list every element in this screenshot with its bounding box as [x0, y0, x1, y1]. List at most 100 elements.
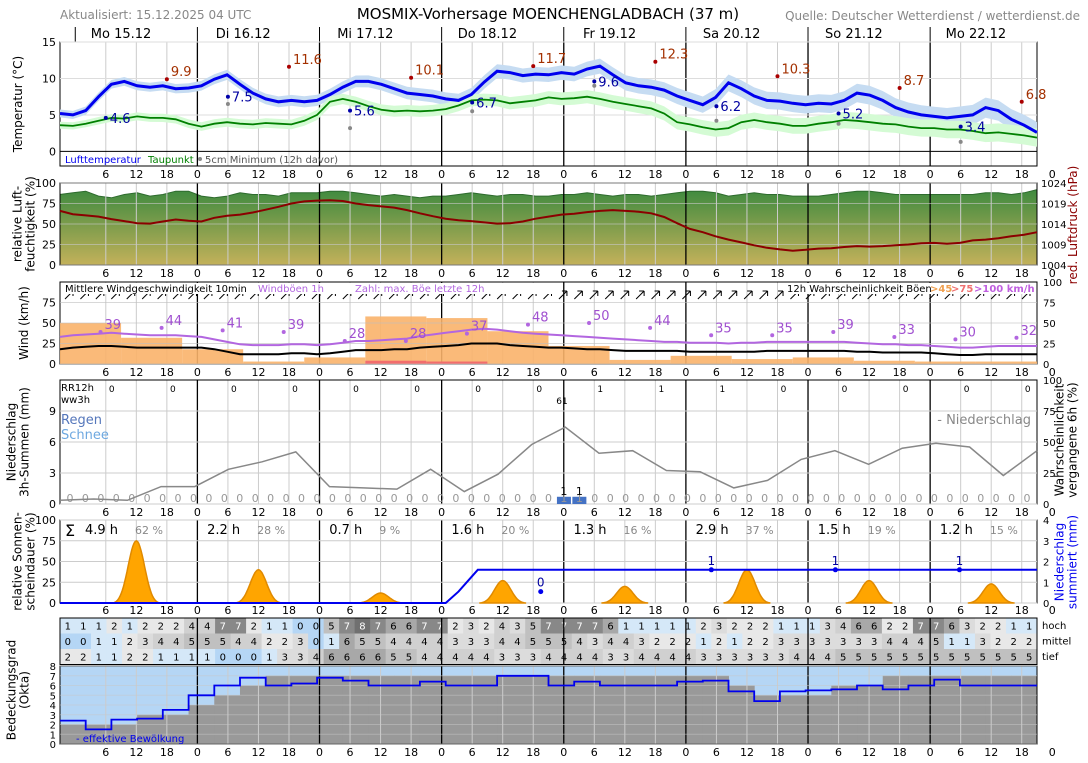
hour-tick-label: 0: [194, 168, 201, 181]
cloud-cell: [478, 618, 495, 634]
daily-sunshine-hours: 2.9 h: [696, 523, 729, 538]
hour-tick-label: 18: [648, 506, 662, 519]
precip-3h-value: 0: [437, 492, 444, 505]
temperature-line: [59, 64, 1038, 134]
hour-tick-label: 12: [740, 746, 754, 759]
ground-min-marker: [225, 102, 230, 106]
hour-tick-label: 12: [496, 746, 510, 759]
hour-tick-label: 12: [496, 604, 510, 617]
rr12h-value: 0: [903, 385, 909, 395]
cloud-cell-value: 4: [576, 653, 582, 664]
cloud-cell: [339, 649, 356, 665]
hour-tick-label: 0: [805, 746, 812, 759]
cloud-cell-value: 4: [173, 637, 179, 648]
hour-tick-label: 18: [526, 506, 540, 519]
hour-tick-label: 0: [682, 267, 689, 280]
cloud-cell-value: 4: [235, 637, 241, 648]
hour-tick-label: 18: [404, 366, 418, 379]
hour-tick-label: 6: [102, 366, 109, 379]
hour-tick-label: 6: [224, 746, 231, 759]
cloud-cell-value: 3: [809, 637, 815, 648]
cloud-cell: [385, 633, 402, 649]
cloud-cell: [323, 633, 340, 649]
cloud-cell: [354, 649, 371, 665]
cloud-cell-value: 5: [406, 653, 412, 664]
sunshine-area: [357, 592, 405, 604]
precip-3h-value: 0: [144, 492, 151, 505]
legend-mean-wind: Mittlere Windgeschwindigkeit 10min: [65, 284, 247, 295]
hour-tick-label: 18: [282, 267, 296, 280]
cloud-cell-value: 3: [778, 653, 784, 664]
wind-direction-arrow: [574, 290, 583, 300]
cloud-cell: [370, 649, 387, 665]
precip-3h-value: 0: [900, 492, 907, 505]
cloud-cell-value: 2: [452, 622, 458, 633]
cloud-cell-value: 0: [80, 637, 86, 648]
cloud-cell: [897, 618, 914, 634]
cloud-cell: [168, 649, 185, 665]
hour-tick-label: 0: [1049, 168, 1056, 181]
hour-tick-label: 6: [102, 168, 109, 181]
cloud-cell-value: 1: [793, 622, 799, 633]
cloud-cell: [540, 618, 557, 634]
cloud-cell: [928, 618, 945, 634]
sigma-symbol: Σ: [65, 521, 75, 540]
cloud-cell-value: 3: [716, 622, 722, 633]
precip-sum-marker: [538, 589, 544, 595]
cloud-cell: [509, 633, 526, 649]
cloud-cell-value: 4: [158, 637, 164, 648]
cloud-cell: [788, 633, 805, 649]
precip-3h-value: 0: [591, 492, 598, 505]
humidity-tick-label: 100: [35, 177, 56, 190]
gust-max-label: 37: [471, 320, 488, 335]
sun-tick-label: 0: [49, 597, 56, 610]
precip-3h-value: 0: [838, 492, 845, 505]
svg-text:relative Sonnen-: relative Sonnen-: [11, 512, 25, 611]
cloud-cell: [91, 649, 108, 665]
hour-tick-label: 18: [1015, 366, 1029, 379]
wind-direction-arrow: [774, 290, 784, 300]
hour-tick-label: 12: [496, 168, 510, 181]
cloud-cell-value: 3: [468, 637, 474, 648]
gust-max-marker: [281, 330, 286, 335]
hour-tick-label: 6: [224, 267, 231, 280]
pressure-axis-label: red. Luftdruck (hPa): [1066, 166, 1080, 285]
hour-tick-label: 6: [957, 506, 964, 519]
svg-text:Wind (km/h): Wind (km/h): [17, 286, 31, 360]
cloud-cell: [447, 649, 464, 665]
cloud-cell: [1005, 633, 1022, 649]
gust-line: [59, 327, 1037, 349]
cloud-cell-value: 6: [359, 653, 365, 664]
precip-3h-value: 0: [915, 492, 922, 505]
hour-tick-label: 18: [526, 267, 540, 280]
temperature-axis-label: Temperatur (°C): [11, 56, 25, 153]
hour-tick-label: 18: [1015, 604, 1029, 617]
hour-tick-label: 0: [927, 366, 934, 379]
cloud-cell-value: 3: [282, 653, 288, 664]
hour-tick-label: 18: [770, 746, 784, 759]
cloud-cell-value: 4: [406, 637, 412, 648]
daily-sunshine-percent: 62 %: [135, 524, 163, 537]
cloud-cell: [540, 649, 557, 665]
precip-tick-label: 9: [49, 405, 56, 418]
precip-probability-line: [59, 426, 1038, 502]
hour-tick-label: 12: [740, 506, 754, 519]
cloud-cell-value: 5: [949, 653, 955, 664]
hour-tick-label: 18: [526, 746, 540, 759]
legend-threshold-75: >75: [951, 284, 973, 295]
cloud-cell: [897, 633, 914, 649]
hour-tick-label: 12: [129, 168, 143, 181]
cloud-cover-bar: [497, 675, 524, 744]
daily-sunshine-percent: 16 %: [624, 524, 652, 537]
cloud-cell-value: 4: [824, 653, 830, 664]
ground-min-marker: [958, 139, 963, 144]
legend-ground-marker: [198, 157, 202, 161]
cloud-cell-value: 3: [607, 653, 613, 664]
cloud-cell: [649, 649, 666, 665]
hour-tick-label: 18: [1015, 267, 1029, 280]
precip-3h-value: 0: [514, 492, 521, 505]
hour-tick-label: 6: [102, 604, 109, 617]
precip-sum-tick-label: 2: [1043, 558, 1049, 569]
precip-3h-value: 0: [205, 492, 212, 505]
cloud-cell-value: 2: [685, 637, 691, 648]
